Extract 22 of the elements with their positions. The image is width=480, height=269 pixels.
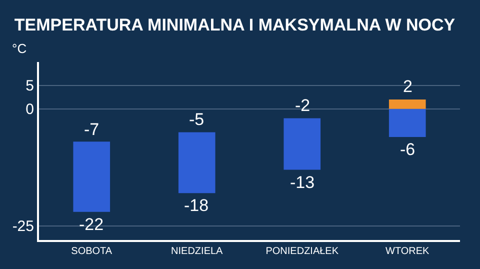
x-tick-label: NIEDZIELA [171, 246, 224, 257]
x-tick-label: SOBOTA [71, 246, 112, 257]
bar [178, 132, 216, 194]
x-tick-label: PONIEDZIAŁEK [266, 246, 339, 257]
bar [73, 142, 110, 212]
y-tick-label: -25 [12, 218, 34, 236]
annotation: -22 [79, 215, 104, 234]
bar [388, 99, 426, 109]
x-tick-label: WTOREK [386, 246, 430, 257]
annotation: 2 [403, 77, 412, 96]
bar [388, 108, 426, 137]
y-tick-label: 0 [26, 101, 34, 118]
chart-title: TEMPERATURA MINIMALNA I MAKSYMALNA W NOCY [14, 16, 456, 35]
annotation: -7 [84, 120, 100, 139]
annotation: -6 [400, 140, 416, 159]
bar [284, 118, 321, 170]
annotation: -18 [184, 196, 209, 215]
y-tick-label: 5 [26, 78, 34, 95]
annotation: -5 [189, 110, 204, 129]
annotation: -13 [290, 173, 315, 192]
annotation: -2 [295, 96, 310, 115]
y-axis-title: °C [12, 41, 27, 56]
